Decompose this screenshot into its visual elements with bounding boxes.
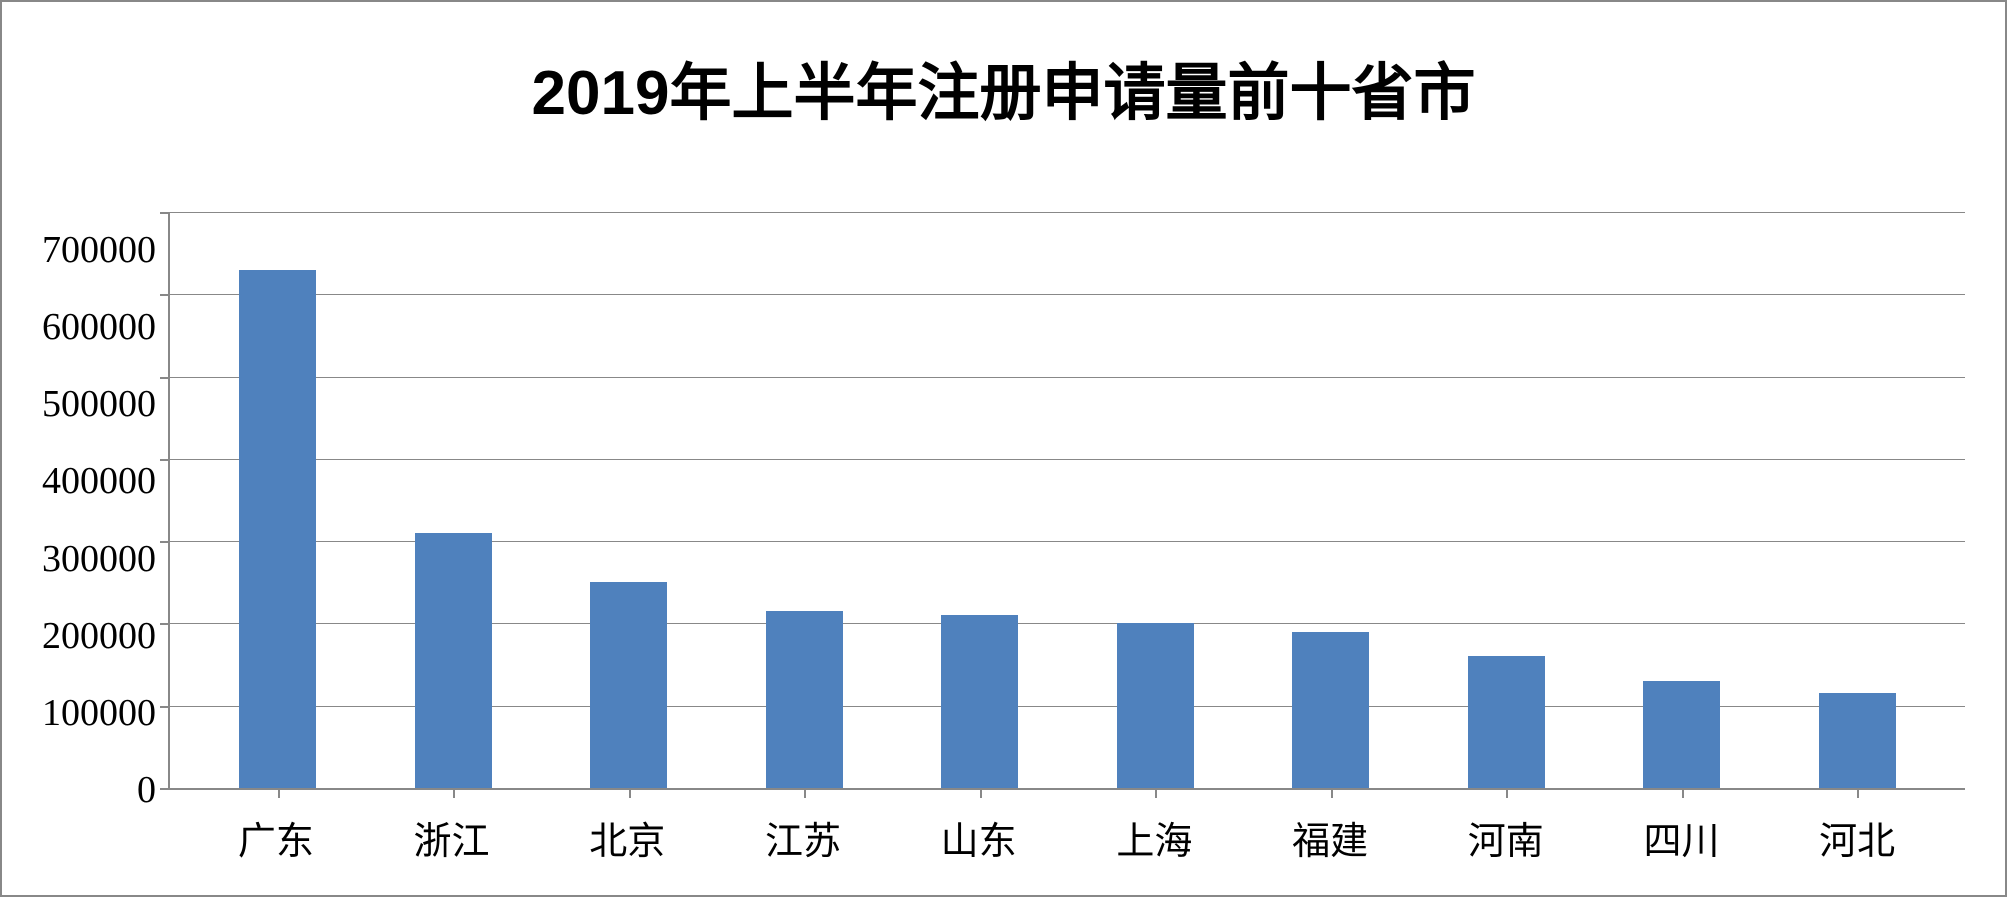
x-tick-mark bbox=[366, 788, 542, 798]
y-tick-mark bbox=[160, 212, 170, 214]
x-tick-mark bbox=[1594, 788, 1770, 798]
x-tick-mark bbox=[1770, 788, 1946, 798]
bar-slot bbox=[1594, 212, 1770, 788]
bar bbox=[941, 615, 1018, 788]
x-tick-label: 北京 bbox=[539, 810, 715, 865]
y-tick-mark bbox=[160, 706, 170, 708]
x-tick-label: 四川 bbox=[1594, 810, 1770, 865]
x-axis: 广东浙江北京江苏山东上海福建河南四川河北 bbox=[42, 790, 1965, 865]
bar bbox=[590, 582, 667, 788]
bar-slot bbox=[1243, 212, 1419, 788]
x-tick-mark bbox=[717, 788, 893, 798]
y-tick-label: 200000 bbox=[42, 617, 156, 655]
y-tick-mark bbox=[160, 541, 170, 543]
bar bbox=[766, 611, 843, 788]
x-tick-marks bbox=[170, 788, 1965, 798]
y-tick-label: 600000 bbox=[42, 308, 156, 346]
y-axis: 700000 600000 500000 400000 300000 200000 1000… bbox=[42, 212, 168, 790]
plot-row: 700000 600000 500000 400000 300000 200000 1000… bbox=[42, 212, 1965, 790]
y-tick-mark bbox=[160, 788, 170, 790]
bar bbox=[415, 533, 492, 788]
bar bbox=[1468, 656, 1545, 788]
y-tick-mark bbox=[160, 377, 170, 379]
x-tick-label: 广东 bbox=[188, 810, 364, 865]
y-tick-mark bbox=[160, 623, 170, 625]
bar-slot bbox=[190, 212, 366, 788]
plot-wrap: 700000 600000 500000 400000 300000 200000 1000… bbox=[42, 212, 1965, 865]
plot-area bbox=[168, 212, 1965, 790]
x-tick-label: 河北 bbox=[1769, 810, 1945, 865]
x-tick-label: 上海 bbox=[1067, 810, 1243, 865]
bar-slot bbox=[541, 212, 717, 788]
x-tick-mark bbox=[190, 788, 366, 798]
x-tick-label: 福建 bbox=[1242, 810, 1418, 865]
bar bbox=[1643, 681, 1720, 788]
x-labels: 广东浙江北京江苏山东上海福建河南四川河北 bbox=[168, 810, 1965, 865]
x-tick-label: 山东 bbox=[891, 810, 1067, 865]
x-tick-mark bbox=[892, 788, 1068, 798]
chart-container: 2019年上半年注册申请量前十省市 700000 600000 500000 4000… bbox=[0, 0, 2007, 897]
chart-title: 2019年上半年注册申请量前十省市 bbox=[42, 42, 1965, 132]
bar bbox=[239, 270, 316, 788]
bars bbox=[170, 212, 1965, 788]
y-tick-label: 300000 bbox=[42, 540, 156, 578]
y-tick-label: 100000 bbox=[42, 694, 156, 732]
y-tick-mark bbox=[160, 459, 170, 461]
y-tick-label: 700000 bbox=[42, 231, 156, 269]
x-tick-mark bbox=[1419, 788, 1595, 798]
bar-slot bbox=[1068, 212, 1244, 788]
bar bbox=[1117, 623, 1194, 788]
x-tick-label: 浙江 bbox=[364, 810, 540, 865]
x-tick-label: 河南 bbox=[1418, 810, 1594, 865]
y-tick-mark bbox=[160, 294, 170, 296]
x-tick-mark bbox=[1068, 788, 1244, 798]
y-tick-label: 400000 bbox=[42, 462, 156, 500]
y-tick-label: 0 bbox=[137, 771, 156, 809]
bar-slot bbox=[717, 212, 893, 788]
bar bbox=[1819, 693, 1896, 788]
bar-slot bbox=[1419, 212, 1595, 788]
bar-slot bbox=[1770, 212, 1946, 788]
bar bbox=[1292, 632, 1369, 788]
x-tick-mark bbox=[1243, 788, 1419, 798]
bar-slot bbox=[366, 212, 542, 788]
bar-slot bbox=[892, 212, 1068, 788]
x-tick-label: 江苏 bbox=[715, 810, 891, 865]
y-tick-label: 500000 bbox=[42, 385, 156, 423]
x-tick-mark bbox=[541, 788, 717, 798]
